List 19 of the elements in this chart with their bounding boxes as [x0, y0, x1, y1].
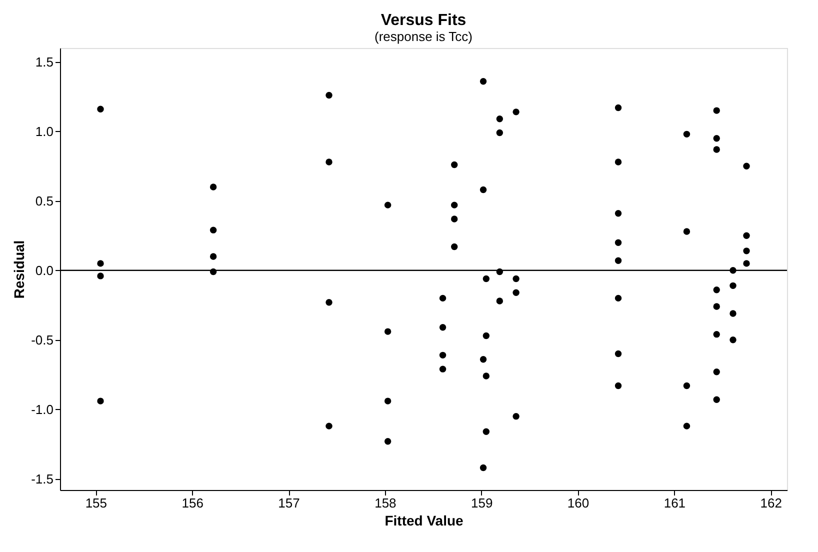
x-tick-label: 155 — [85, 496, 108, 510]
y-tick-label: -1.5 — [31, 471, 54, 486]
y-tick-label: 0.5 — [35, 193, 54, 208]
x-tick-label: 159 — [471, 496, 493, 510]
y-tick-label: -1.0 — [31, 402, 54, 417]
chart-subtitle: (response is Tcc) — [374, 29, 473, 44]
x-tick-label: 157 — [278, 496, 300, 510]
x-tick-label: 162 — [760, 496, 782, 510]
x-axis-title: Fitted Value — [384, 512, 464, 528]
x-tick-label: 158 — [374, 496, 396, 510]
y-tick-label: 1.0 — [35, 124, 54, 139]
x-tick-label: 161 — [664, 496, 686, 510]
y-tick-label: -0.5 — [31, 332, 54, 348]
y-tick-label: 0.0 — [35, 262, 54, 278]
chart-title: Versus Fits — [380, 12, 466, 29]
x-tick-label: 156 — [182, 496, 204, 510]
y-tick-label: 1.5 — [35, 54, 54, 70]
x-tick-label: 160 — [567, 496, 590, 510]
y-axis-title: Residual — [11, 240, 28, 299]
